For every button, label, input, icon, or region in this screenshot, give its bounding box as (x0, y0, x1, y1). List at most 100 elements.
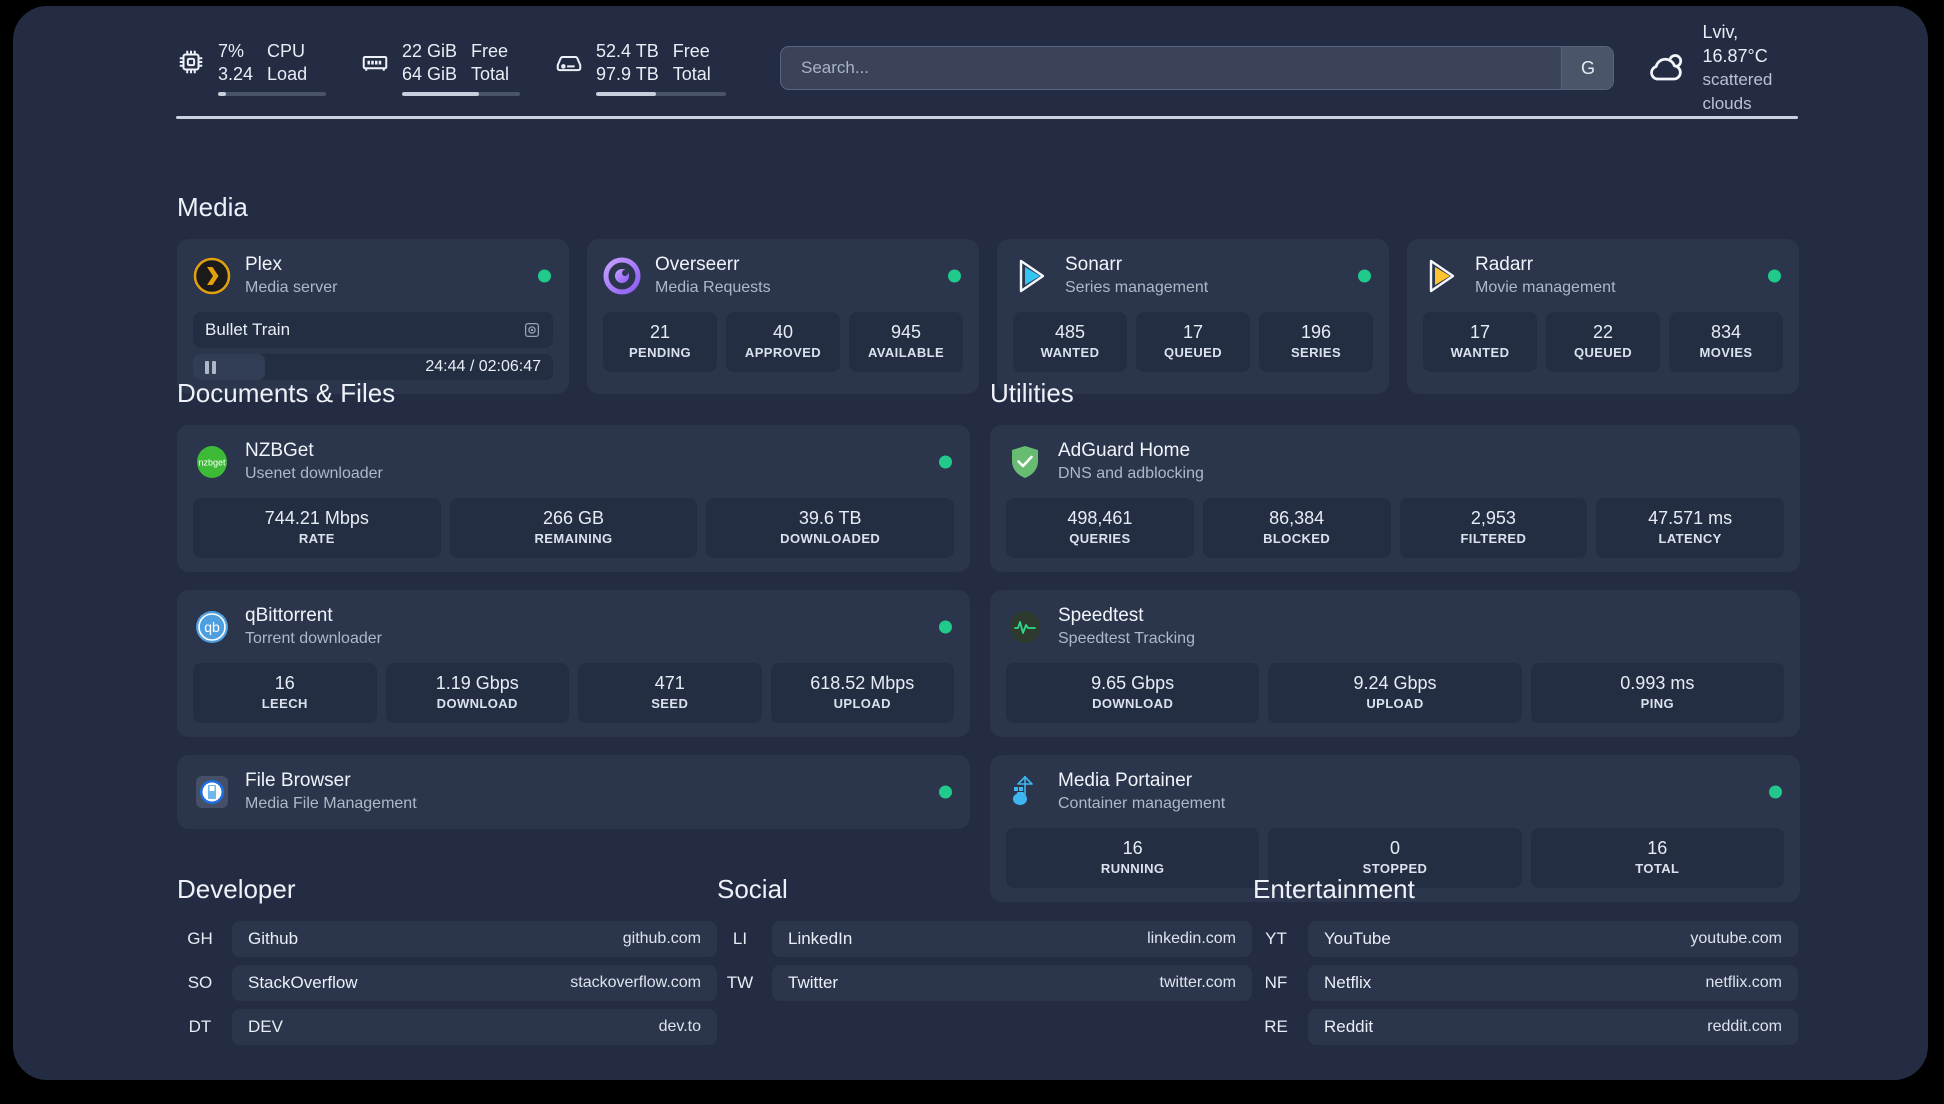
bookmark-item[interactable]: RE Reddit reddit.com (1253, 1009, 1798, 1045)
bookmark-item[interactable]: GH Github github.com (177, 921, 717, 957)
stat-value: 0.993 ms (1620, 673, 1695, 693)
service-card-qbittorrent[interactable]: qb qBittorrent Torrent downloader 16 LEE… (177, 590, 970, 737)
service-card-nzbget[interactable]: nzbget NZBGet Usenet downloader 744.21 M… (177, 425, 970, 572)
stat-label: LEECH (261, 696, 308, 711)
service-card-plex[interactable]: Plex Media server Bullet Train (177, 239, 569, 394)
bookmark-item[interactable]: SO StackOverflow stackoverflow.com (177, 965, 717, 1001)
stat-value: 21 (649, 322, 671, 342)
cpu-icon (176, 47, 206, 77)
stat-tile[interactable]: 498,461 QUERIES (1006, 498, 1194, 558)
service-card-portainer[interactable]: Media Portainer Container management 16 … (990, 755, 1800, 902)
stat-tile[interactable]: 471 SEED (578, 663, 762, 723)
bookmark-url: stackoverflow.com (570, 974, 701, 991)
bookmark-name: LinkedIn (788, 929, 853, 948)
stat-tile[interactable]: 9.65 Gbps DOWNLOAD (1006, 663, 1260, 723)
stat-tile[interactable]: 196 SERIES (1259, 312, 1373, 372)
service-card-adguard[interactable]: AdGuard Home DNS and adblocking 498,461 … (990, 425, 1800, 572)
service-card-filebrowser[interactable]: File Browser Media File Management (177, 755, 970, 829)
status-badge (1768, 269, 1781, 283)
stat-tile[interactable]: 1.19 Gbps DOWNLOAD (385, 663, 569, 723)
stat-tile[interactable]: 485 WANTED (1013, 312, 1127, 372)
stat-tile[interactable]: 266 GB REMAINING (449, 498, 698, 558)
status-badge (939, 455, 952, 469)
playback-time: 24:44 / 02:06:47 (425, 358, 541, 375)
bookmark-name: Reddit (1324, 1017, 1374, 1036)
stat-value: 9.24 Gbps (1353, 673, 1437, 693)
bookmark-name: Netflix (1324, 973, 1372, 992)
bookmark-item[interactable]: TW Twitter twitter.com (717, 965, 1252, 1001)
stat-label: AVAILABLE (867, 345, 945, 360)
service-card-radarr[interactable]: Radarr Movie management 17 WANTED 22 QUE… (1407, 239, 1799, 394)
stat-tile[interactable]: 39.6 TB DOWNLOADED (706, 498, 955, 558)
stat-label: MOVIES (1699, 345, 1753, 360)
bookmark-link[interactable]: Reddit reddit.com (1308, 1009, 1798, 1045)
stat-tile[interactable]: 86,384 BLOCKED (1202, 498, 1391, 558)
stat-label: QUEUED (1573, 345, 1633, 360)
bookmark-link[interactable]: Netflix netflix.com (1308, 965, 1798, 1001)
status-badge (948, 269, 961, 283)
bookmark-link[interactable]: StackOverflow stackoverflow.com (232, 965, 717, 1001)
bookmark-link[interactable]: DEV dev.to (232, 1009, 717, 1045)
stat-label: SERIES (1290, 345, 1342, 360)
search-engine-button[interactable]: G (1561, 47, 1614, 89)
bookmark-link[interactable]: LinkedIn linkedin.com (772, 921, 1252, 957)
stat-tile[interactable]: 22 QUEUED (1546, 312, 1660, 372)
bookmark-link[interactable]: Github github.com (232, 921, 717, 957)
stat-label: UPLOAD (1366, 696, 1424, 711)
stat-tile[interactable]: 9.24 Gbps UPLOAD (1268, 663, 1522, 723)
stat-tile[interactable]: 16 TOTAL (1530, 828, 1784, 888)
card-header: File Browser Media File Management (193, 769, 954, 815)
stat-tile[interactable]: 0 STOPPED (1268, 828, 1522, 888)
stat-tile[interactable]: 47.571 ms LATENCY (1596, 498, 1784, 558)
stat-tile[interactable]: 17 QUEUED (1136, 312, 1250, 372)
disk-label-1: Free (672, 41, 710, 61)
service-card-speedtest[interactable]: Speedtest Speedtest Tracking 9.65 Gbps D… (990, 590, 1800, 737)
pause-icon[interactable] (205, 360, 216, 374)
bookmark-link[interactable]: Twitter twitter.com (772, 965, 1252, 1001)
stat-tile[interactable]: 21 PENDING (603, 312, 717, 372)
bookmark-item[interactable]: DT DEV dev.to (177, 1009, 717, 1045)
stat-tile[interactable]: 834 MOVIES (1669, 312, 1783, 372)
weather-condition: scattered clouds (1702, 70, 1773, 113)
bookmark-link[interactable]: YouTube youtube.com (1308, 921, 1798, 957)
bookmark-group-developer: Developer GH Github github.com SO StackO… (177, 874, 717, 1045)
now-playing-row: Bullet Train (193, 312, 553, 348)
stat-tile[interactable]: 744.21 Mbps RATE (193, 498, 441, 558)
cast-icon[interactable] (523, 321, 541, 339)
playback-progress-bar[interactable]: 24:44 / 02:06:47 (193, 354, 553, 380)
stat-row: 17 WANTED 22 QUEUED 834 MOVIES (1423, 312, 1783, 372)
bookmark-item[interactable]: LI LinkedIn linkedin.com (717, 921, 1252, 957)
cpu-stat-group: 7% 3.24 CPU Load (176, 40, 326, 96)
stat-tile[interactable]: 0.993 ms PING (1530, 663, 1784, 723)
disk-free-value: 52.4 TB (596, 41, 659, 61)
service-desc: DNS and adblocking (1058, 465, 1204, 482)
stat-tile[interactable]: 17 WANTED (1423, 312, 1537, 372)
bookmark-abbr: RE (1264, 1017, 1288, 1036)
stat-value: 22 (1592, 322, 1614, 342)
service-name: Plex (245, 254, 282, 275)
service-card-sonarr[interactable]: Sonarr Series management 485 WANTED 17 Q… (997, 239, 1389, 394)
stat-tile[interactable]: 2,953 FILTERED (1399, 498, 1588, 558)
stat-tile[interactable]: 16 LEECH (193, 663, 377, 723)
stat-tile[interactable]: 945 AVAILABLE (849, 312, 963, 372)
service-name: qBittorrent (245, 605, 333, 626)
bookmark-item[interactable]: NF Netflix netflix.com (1253, 965, 1798, 1001)
plex-icon (193, 257, 231, 295)
search-box[interactable]: G (780, 46, 1615, 90)
bookmark-item[interactable]: YT YouTube youtube.com (1253, 921, 1798, 957)
bookmark-url: linkedin.com (1147, 930, 1236, 947)
stat-tile[interactable]: 618.52 Mbps UPLOAD (770, 663, 954, 723)
stat-value: 16 (1122, 838, 1143, 858)
stat-label: RUNNING (1100, 861, 1165, 876)
service-desc: Media server (245, 279, 338, 296)
bookmark-group-title: Social (717, 874, 788, 904)
stat-value: 834 (1710, 322, 1742, 342)
memory-total-value: 64 GiB (402, 64, 458, 84)
stat-tile[interactable]: 40 APPROVED (726, 312, 840, 372)
card-header: nzbget NZBGet Usenet downloader (193, 439, 954, 485)
search-input[interactable] (781, 58, 1562, 78)
stat-tile[interactable]: 16 RUNNING (1006, 828, 1260, 888)
header-bar: 7% 3.24 CPU Load (176, 22, 1798, 113)
service-card-overseerr[interactable]: Overseerr Media Requests 21 PENDING 40 A… (587, 239, 979, 394)
bookmark-abbr: YT (1265, 929, 1287, 948)
